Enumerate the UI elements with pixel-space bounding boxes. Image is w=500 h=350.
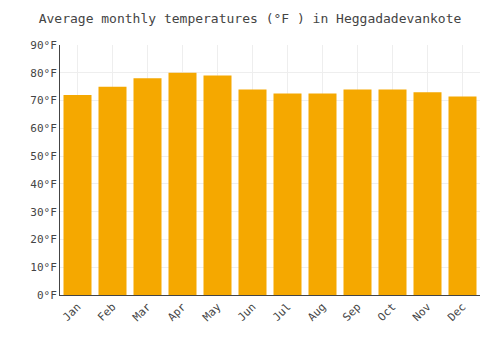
svg-text:May: May <box>200 300 224 324</box>
svg-text:Feb: Feb <box>95 301 118 324</box>
svg-text:Oct: Oct <box>375 301 398 324</box>
svg-text:70°F: 70°F <box>30 94 57 107</box>
svg-text:Dec: Dec <box>445 301 468 324</box>
svg-text:Jun: Jun <box>235 301 258 324</box>
svg-text:Jan: Jan <box>60 301 83 324</box>
svg-text:80°F: 80°F <box>30 67 57 80</box>
svg-text:50°F: 50°F <box>30 150 57 163</box>
svg-text:Average monthly temperatures (: Average monthly temperatures (°F ) in He… <box>39 11 462 26</box>
svg-text:Jul: Jul <box>270 301 293 324</box>
svg-text:60°F: 60°F <box>30 122 57 135</box>
svg-text:Sep: Sep <box>340 301 363 324</box>
svg-text:40°F: 40°F <box>30 178 57 191</box>
svg-text:30°F: 30°F <box>30 206 57 219</box>
svg-text:0°F: 0°F <box>37 289 57 302</box>
svg-text:Aug: Aug <box>305 301 328 324</box>
svg-text:90°F: 90°F <box>30 39 57 52</box>
svg-text:10°F: 10°F <box>30 261 57 274</box>
svg-text:Mar: Mar <box>130 300 154 324</box>
svg-text:Nov: Nov <box>410 300 434 324</box>
svg-text:20°F: 20°F <box>30 233 57 246</box>
svg-text:Apr: Apr <box>165 300 189 324</box>
